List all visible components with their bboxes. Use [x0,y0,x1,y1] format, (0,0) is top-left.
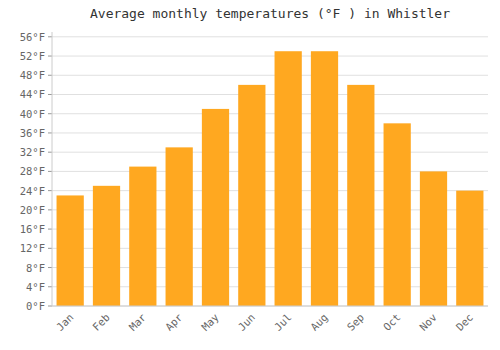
y-tick [48,75,52,76]
x-tick-label: Mar [126,311,148,333]
y-tick [48,209,52,210]
y-axis: 0°F 4°F 8°F 12°F 16°F 20°F 24°F 28°F 32°F 36°F 40°… [20,31,52,312]
y-tick [48,248,52,249]
x-tick-label: Feb [90,311,112,333]
bar [93,186,120,306]
y-tick-label: 12°F [20,242,45,254]
bar [57,195,84,306]
bar [347,85,374,306]
y-tick-label: 20°F [20,204,45,216]
x-tick-label: Jun [235,311,257,333]
grid-line [52,132,488,133]
bars [57,51,484,306]
chart-container: Average monthly temperatures (°F ) in Wh… [0,0,500,350]
grid-line [52,94,488,95]
y-tick [48,94,52,95]
grid-line [52,152,488,153]
y-tick-label: 36°F [20,127,45,139]
x-tick-label: Jul [272,311,294,333]
grid-line [52,113,488,114]
y-tick [48,171,52,172]
y-tick [48,132,52,133]
x-tick-label: May [199,311,221,333]
x-tick-label: Sep [344,311,366,333]
bar [238,85,265,306]
y-tick [48,190,52,191]
y-tick-label: 56°F [20,31,45,43]
grid-line [52,36,488,37]
x-tick-label: Aug [308,311,330,333]
y-tick [48,286,52,287]
y-tick-label: 52°F [20,50,45,62]
x-tick-label: Oct [381,311,403,333]
bar [420,171,447,306]
y-tick [48,229,52,230]
bar [166,147,193,306]
y-tick-label: 16°F [20,223,45,235]
y-tick-label: 4°F [26,281,45,293]
y-tick-label: 0°F [26,300,45,312]
grid-line [52,56,488,57]
bar [202,109,229,306]
x-tick-label: Jan [54,311,76,333]
y-tick [48,36,52,37]
y-tick [48,56,52,57]
y-tick-label: 48°F [20,69,45,81]
y-tick-label: 44°F [20,88,45,100]
y-tick-label: 28°F [20,165,45,177]
x-tick-label: Apr [163,311,185,333]
x-tick-label: Dec [453,311,475,333]
x-axis: Jan Feb Mar Apr May Jun Jul Aug Sep Oct Nov Dec [52,306,488,333]
bar [384,123,411,306]
x-tick-label: Nov [417,311,439,333]
bar [456,191,483,306]
x-axis-line [52,306,488,307]
bar [311,51,338,306]
grid-line [52,306,488,307]
y-tick [48,306,52,307]
y-tick-label: 24°F [20,185,45,197]
bar [275,51,302,306]
chart: Average monthly temperatures (°F ) in Wh… [0,0,500,350]
y-tick-label: 8°F [26,262,45,274]
y-tick [48,113,52,114]
y-axis-line [52,32,53,306]
grid-line [52,75,488,76]
y-grid [52,37,488,306]
y-tick [48,267,52,268]
title: Average monthly temperatures (°F ) in Wh… [90,6,450,21]
y-tick [48,152,52,153]
y-tick-label: 32°F [20,146,45,158]
bar [129,167,156,306]
y-tick-label: 40°F [20,108,45,120]
